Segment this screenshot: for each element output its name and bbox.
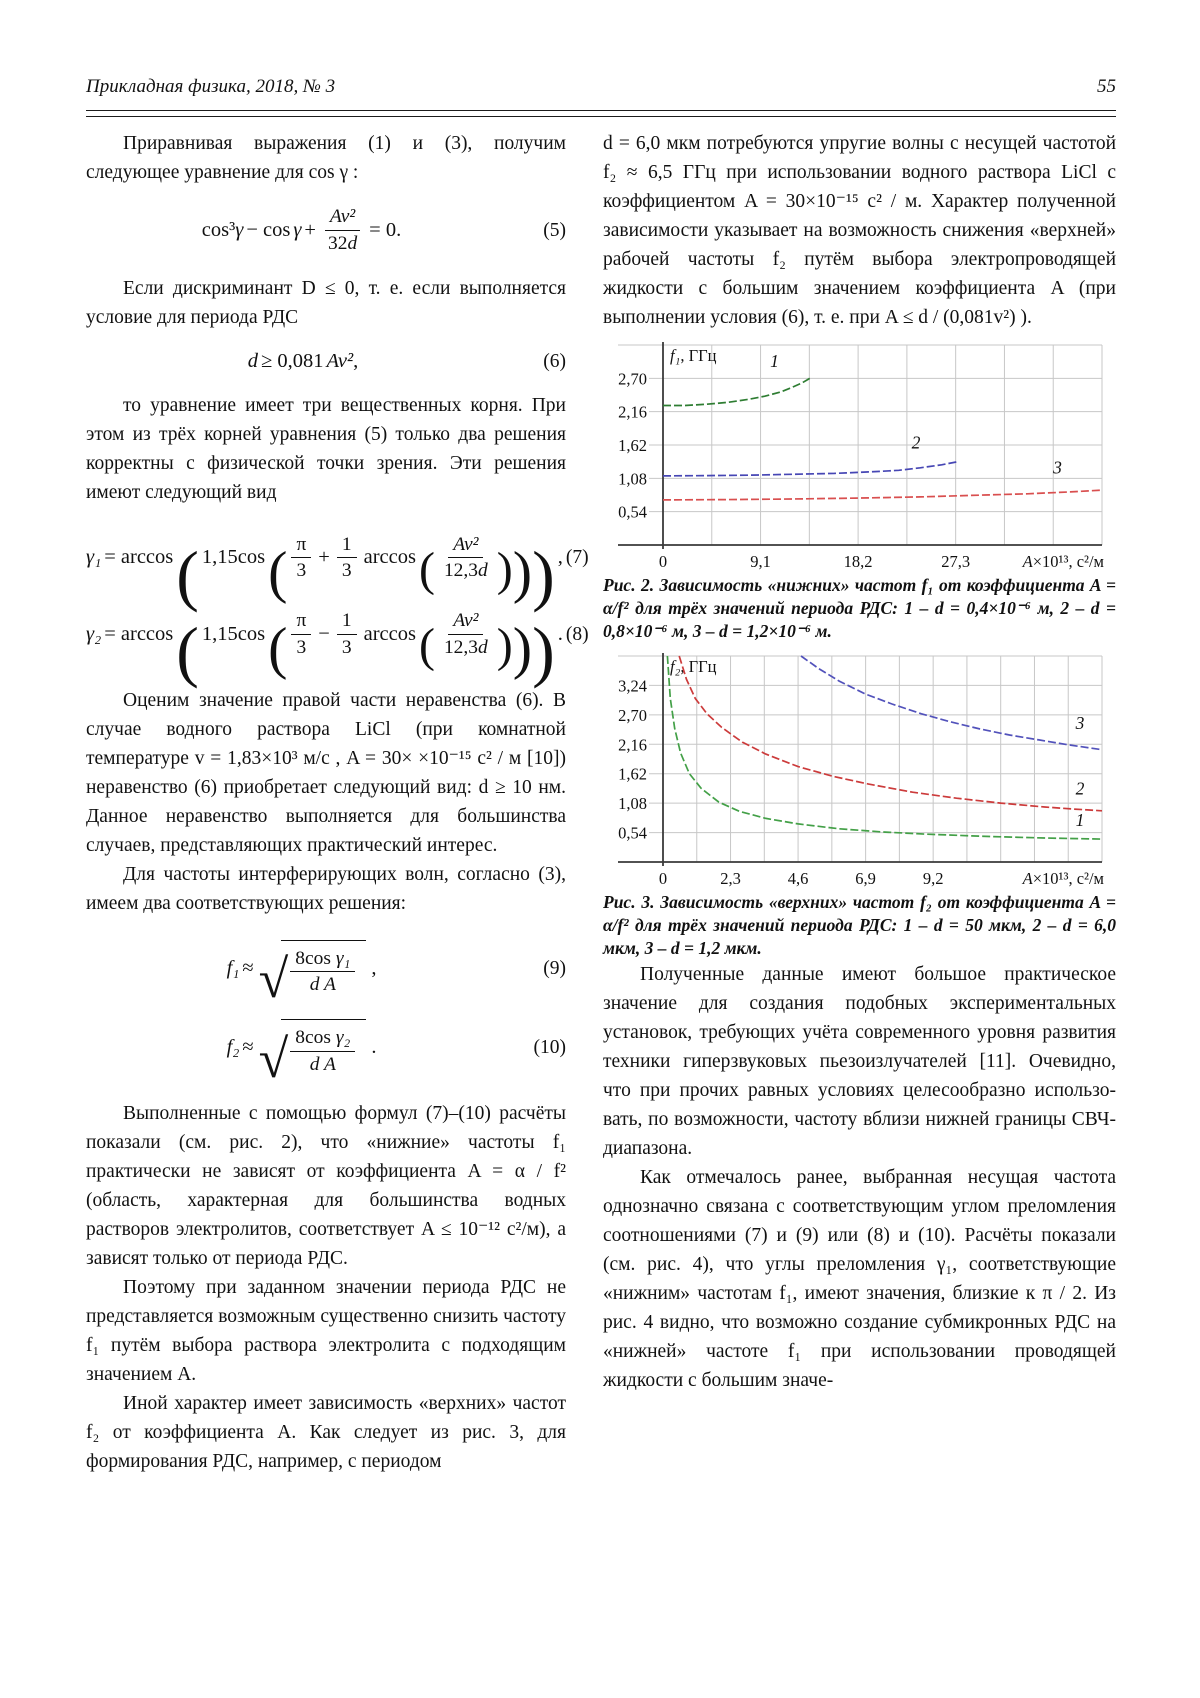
square-root: √ 8cos γ₁ d A bbox=[259, 939, 367, 1006]
svg-text:A×10¹³, с²/м: A×10¹³, с²/м bbox=[1022, 552, 1105, 571]
paragraph: Если дискриминант D ≤ 0, т. е. если выпо… bbox=[86, 277, 566, 328]
fraction: Av² 32d bbox=[323, 205, 362, 256]
equation-number: (10) bbox=[533, 1037, 567, 1059]
fig2-line-chart: 2,70 2,16 1,62 1,08 0,54 0 9,1 18,2 27,3 A×10¹³, … bbox=[618, 342, 1105, 571]
svg-text:0: 0 bbox=[659, 869, 667, 888]
right-column: d = 6,0 мкм потребуются упругие волны с … bbox=[603, 129, 1116, 1395]
figure-2-caption: Рис. 2. Зависимость «нижних» частот f₁ о… bbox=[603, 575, 1116, 641]
equation-number: (6) bbox=[543, 350, 566, 372]
svg-text:2,70: 2,70 bbox=[618, 369, 647, 388]
svg-text:6,9: 6,9 bbox=[855, 869, 876, 888]
page-header: Прикладная физика, 2018, № 3 55 bbox=[86, 76, 1116, 98]
svg-text:2,16: 2,16 bbox=[618, 735, 647, 754]
equation-number: (5) bbox=[543, 219, 566, 241]
equation-10: f₂ ≈ √ 8cos γ₂ d A . (10) bbox=[86, 1019, 567, 1086]
svg-text:1: 1 bbox=[770, 351, 779, 371]
svg-text:1,62: 1,62 bbox=[618, 765, 647, 784]
equation-number: (8) bbox=[565, 623, 589, 645]
equation-9: f₁ ≈ √ 8cos γ₁ d A , (9) bbox=[86, 939, 566, 1006]
svg-text:3,24: 3,24 bbox=[618, 676, 647, 695]
header-double-rule bbox=[86, 110, 1116, 117]
paragraph: Поэтому при заданном значении периода РД… bbox=[86, 1276, 566, 1385]
svg-text:9,2: 9,2 bbox=[923, 869, 944, 888]
figure-3-caption: Рис. 3. Зависимость «верхних» частот f₂ … bbox=[603, 892, 1116, 958]
svg-text:A×10¹³, с²/м: A×10¹³, с²/м bbox=[1022, 869, 1105, 888]
svg-text:3: 3 bbox=[1052, 457, 1062, 477]
paragraph: то уравнение имеет три вещественных корн… bbox=[86, 394, 566, 503]
svg-text:1,62: 1,62 bbox=[618, 436, 647, 455]
equation-number: (9) bbox=[543, 957, 566, 979]
equation-number: (7) bbox=[565, 547, 589, 569]
svg-text:f₁, ГГц: f₁, ГГц bbox=[670, 346, 717, 365]
figure-3: 3,24 2,70 2,16 1,62 1,08 0,54 0 2,3 4,6 6,9 9,2 A×1… bbox=[603, 651, 1116, 889]
svg-text:27,3: 27,3 bbox=[941, 552, 970, 571]
paragraph: Приравнивая выражения (1) и (3), получим… bbox=[86, 133, 566, 183]
page-number: 55 bbox=[1097, 76, 1116, 97]
square-root: √ 8cos γ₂ d A bbox=[259, 1019, 367, 1086]
svg-text:0,54: 0,54 bbox=[618, 824, 647, 843]
paragraph: Выполненные с помощью формул (7)–(10) ра… bbox=[86, 1102, 566, 1269]
fig3-line-chart: 3,24 2,70 2,16 1,62 1,08 0,54 0 2,3 4,6 6,9 9,2 A×1… bbox=[618, 653, 1105, 888]
svg-text:2: 2 bbox=[1076, 778, 1085, 798]
left-column: Приравнивая выражения (1) и (3), получим… bbox=[86, 129, 589, 1476]
svg-text:4,6: 4,6 bbox=[788, 869, 809, 888]
paragraph: d = 6,0 мкм потребуются упругие волны с … bbox=[603, 133, 1116, 328]
svg-text:f₂, ГГц: f₂, ГГц bbox=[670, 657, 717, 676]
svg-text:2: 2 bbox=[912, 433, 921, 453]
svg-text:0: 0 bbox=[659, 552, 667, 571]
paragraph: Иной характер имеет зависимость «верхних… bbox=[86, 1392, 566, 1472]
svg-text:0,54: 0,54 bbox=[618, 503, 647, 522]
svg-text:1: 1 bbox=[1076, 810, 1085, 830]
svg-text:2,16: 2,16 bbox=[618, 403, 647, 422]
journal-title: Прикладная физика, 2018, № 3 bbox=[86, 76, 336, 97]
svg-text:3: 3 bbox=[1075, 713, 1085, 733]
svg-text:2,70: 2,70 bbox=[618, 706, 647, 725]
paragraph: Полученные данные имеют большое прак­тич… bbox=[603, 964, 1116, 1159]
paragraph: Как отмечалось ранее, выбранная несущая … bbox=[603, 1167, 1116, 1391]
svg-text:9,1: 9,1 bbox=[750, 552, 771, 571]
svg-text:2,3: 2,3 bbox=[720, 869, 741, 888]
svg-text:18,2: 18,2 bbox=[844, 552, 873, 571]
paragraph: Оценим значение правой части неравенства… bbox=[86, 689, 566, 856]
equation-6: d ≥ 0,081 Av², (6) bbox=[86, 347, 566, 376]
equation-5: cos³ γ − cos γ + Av² 32d = 0. (5) bbox=[201, 205, 566, 256]
svg-text:1,08: 1,08 bbox=[618, 794, 647, 813]
svg-text:1,08: 1,08 bbox=[618, 469, 647, 488]
paragraph: Для частоты интерферирующих волн, со­гла… bbox=[86, 863, 566, 914]
figure-2: 2,70 2,16 1,62 1,08 0,54 0 9,1 18,2 27,3 A×10¹³, … bbox=[603, 340, 1116, 572]
